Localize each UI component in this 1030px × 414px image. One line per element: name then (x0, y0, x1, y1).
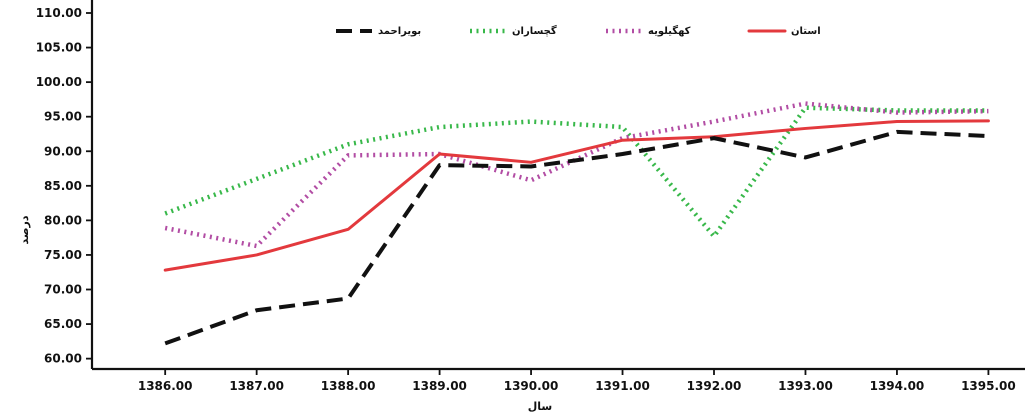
y-tick-label: 105.00 (36, 41, 82, 55)
y-tick-label: 65.00 (44, 317, 82, 331)
y-tick-label: 90.00 (44, 144, 82, 158)
x-tick-label: 1387.00 (229, 379, 284, 393)
x-tick-label: 1391.00 (595, 379, 650, 393)
x-tick-label: 1392.00 (687, 379, 742, 393)
y-tick-label: 100.00 (36, 75, 82, 89)
y-tick-label: 60.00 (44, 352, 82, 366)
series-line-2 (164, 101, 989, 249)
legend-label: کهگیلویه (648, 24, 691, 37)
axes-layer (90, 0, 1025, 371)
x-tick-label: 1393.00 (778, 379, 833, 393)
y-tick-label: 75.00 (44, 248, 82, 262)
series-line-0 (164, 129, 989, 346)
series-line-1 (164, 105, 989, 239)
series-layer (163, 101, 990, 346)
x-tick-label: 1395.00 (961, 379, 1016, 393)
y-tick-label: 70.00 (44, 283, 82, 297)
y-tick-label: 85.00 (44, 179, 82, 193)
x-tick-label: 1386.00 (138, 379, 193, 393)
x-tick-label: 1389.00 (412, 379, 467, 393)
y-tick-label: 80.00 (44, 213, 82, 227)
y-tick-label: 110.00 (36, 6, 82, 20)
y-tick-label: 95.00 (44, 110, 82, 124)
legend-label: گچساران (512, 24, 557, 37)
y-axis-title: درصد (18, 215, 31, 244)
legend-label: بویراحمد (378, 26, 421, 37)
x-axis-title: سال (528, 400, 553, 413)
x-tick-label: 1388.00 (321, 379, 376, 393)
legend-label: استان (791, 26, 821, 37)
x-tick-label: 1394.00 (870, 379, 925, 393)
ticks-layer: 60.00 65.00 70.00 75.00 80.00 85.00 90.00 95.00… (36, 6, 1016, 393)
series-line-3 (163, 119, 990, 272)
legend-layer: بویراحمد گچساران کهگیلویه استان (336, 24, 821, 37)
x-tick-label: 1390.00 (504, 379, 559, 393)
